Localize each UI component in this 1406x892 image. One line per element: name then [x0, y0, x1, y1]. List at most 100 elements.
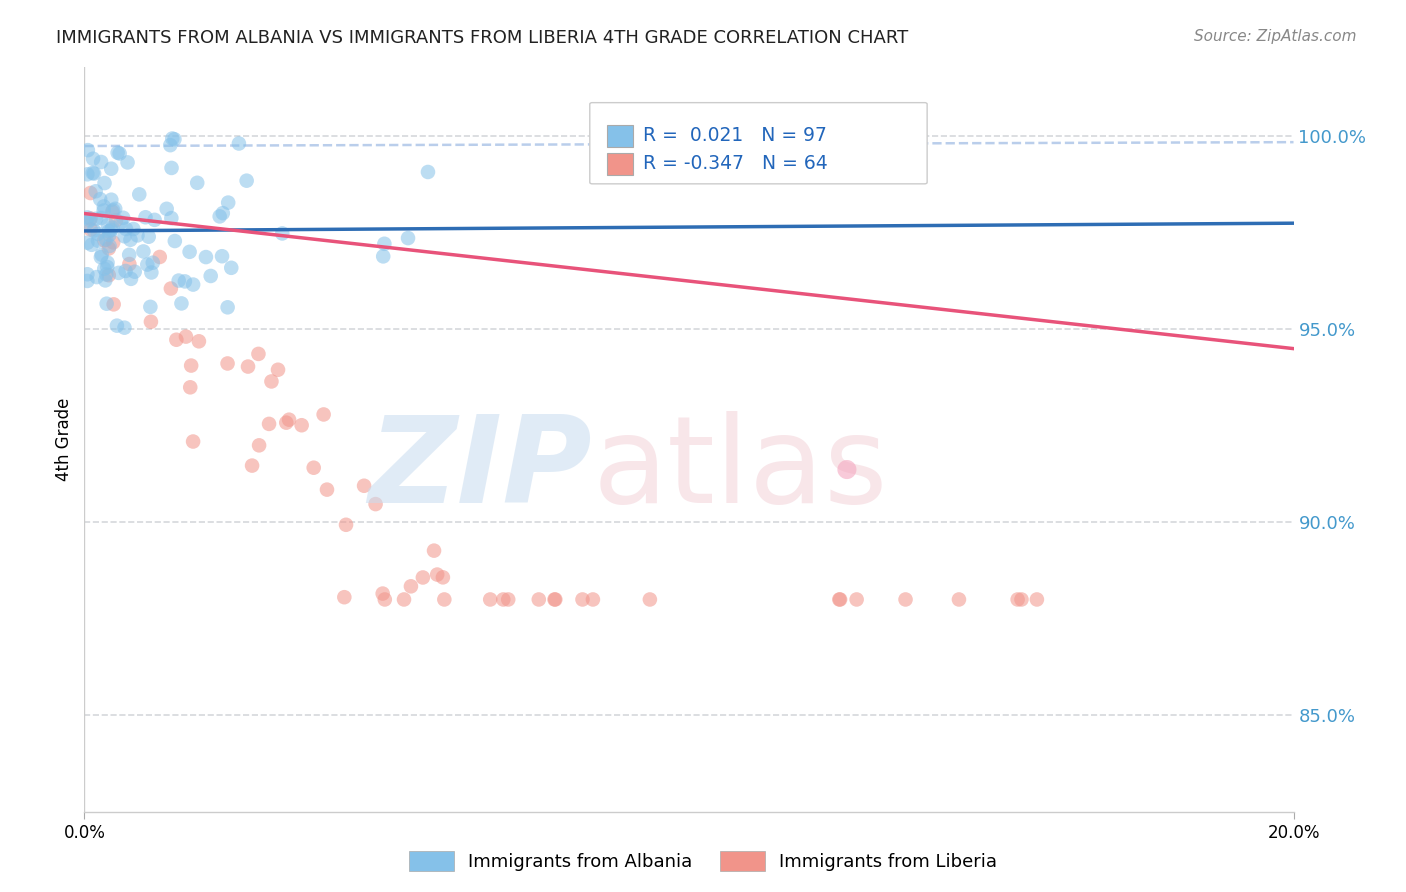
- Point: [103, 203, 125, 218]
- Point: [257, 417, 280, 431]
- Point: [219, 260, 242, 275]
- Bar: [607, 125, 633, 147]
- Point: [492, 592, 515, 607]
- Point: [93, 203, 115, 218]
- Point: [278, 413, 301, 427]
- Point: [76, 274, 98, 288]
- Point: [128, 187, 150, 202]
- Point: [162, 131, 184, 145]
- Point: [84, 184, 107, 198]
- Point: [127, 228, 149, 243]
- Point: [120, 272, 142, 286]
- Point: [80, 237, 103, 252]
- Point: [110, 215, 132, 229]
- Point: [79, 213, 101, 227]
- Point: [83, 167, 105, 181]
- Point: [845, 592, 868, 607]
- Point: [582, 592, 605, 607]
- Point: [364, 497, 387, 511]
- Point: [426, 567, 449, 582]
- Point: [316, 483, 339, 497]
- Point: [1025, 592, 1047, 607]
- Point: [82, 166, 104, 180]
- Point: [86, 270, 108, 285]
- Point: [291, 418, 314, 433]
- Point: [373, 236, 395, 251]
- Point: [114, 264, 136, 278]
- Point: [432, 570, 454, 584]
- Point: [107, 145, 129, 160]
- Point: [79, 186, 101, 200]
- Point: [235, 174, 257, 188]
- Point: [217, 301, 239, 315]
- Point: [156, 202, 179, 216]
- Point: [543, 592, 565, 607]
- Point: [267, 363, 290, 377]
- Point: [335, 517, 357, 532]
- Text: R = -0.347   N = 64: R = -0.347 N = 64: [643, 154, 828, 173]
- Point: [160, 161, 183, 175]
- Point: [399, 579, 422, 593]
- Point: [90, 211, 112, 225]
- Point: [179, 244, 201, 259]
- Point: [76, 235, 98, 250]
- Point: [948, 592, 970, 607]
- Point: [374, 592, 396, 607]
- Point: [80, 222, 103, 236]
- Legend: Immigrants from Albania, Immigrants from Liberia: Immigrants from Albania, Immigrants from…: [402, 844, 1004, 879]
- Point: [396, 231, 419, 245]
- Point: [180, 359, 202, 373]
- Point: [416, 165, 439, 179]
- Point: [479, 592, 502, 607]
- Point: [100, 223, 122, 237]
- Point: [571, 592, 593, 607]
- Point: [828, 592, 851, 607]
- Point: [139, 315, 162, 329]
- Point: [142, 256, 165, 270]
- Point: [228, 136, 250, 151]
- Text: IMMIGRANTS FROM ALBANIA VS IMMIGRANTS FROM LIBERIA 4TH GRADE CORRELATION CHART: IMMIGRANTS FROM ALBANIA VS IMMIGRANTS FR…: [56, 29, 908, 46]
- Point: [83, 223, 105, 237]
- Text: ●: ●: [835, 457, 858, 481]
- Point: [112, 211, 135, 225]
- Point: [179, 380, 201, 394]
- Point: [97, 218, 120, 232]
- Point: [423, 543, 446, 558]
- Point: [208, 210, 231, 224]
- Point: [101, 235, 124, 250]
- Point: [141, 265, 163, 279]
- Point: [276, 416, 298, 430]
- Point: [97, 242, 120, 256]
- Point: [100, 161, 122, 176]
- Text: ZIP: ZIP: [368, 410, 592, 527]
- Point: [103, 297, 125, 311]
- Point: [173, 274, 195, 288]
- Point: [163, 132, 186, 146]
- Point: [412, 570, 434, 584]
- Point: [194, 250, 217, 264]
- Point: [165, 333, 187, 347]
- Point: [211, 206, 233, 220]
- Point: [271, 227, 294, 241]
- Point: [118, 248, 141, 262]
- Point: [118, 257, 141, 271]
- Point: [107, 266, 129, 280]
- Point: [76, 267, 98, 281]
- Point: [433, 592, 456, 607]
- Point: [149, 250, 172, 264]
- Text: R =  0.021   N = 97: R = 0.021 N = 97: [643, 126, 827, 145]
- Point: [97, 268, 120, 283]
- Point: [96, 260, 118, 274]
- Point: [90, 155, 112, 169]
- Point: [114, 229, 136, 244]
- Point: [894, 592, 917, 607]
- Point: [163, 234, 186, 248]
- Point: [98, 227, 121, 242]
- Point: [312, 408, 335, 422]
- FancyBboxPatch shape: [589, 103, 927, 184]
- Point: [373, 249, 395, 263]
- Point: [240, 458, 263, 473]
- Point: [160, 281, 183, 295]
- Point: [170, 296, 193, 310]
- Point: [134, 211, 156, 225]
